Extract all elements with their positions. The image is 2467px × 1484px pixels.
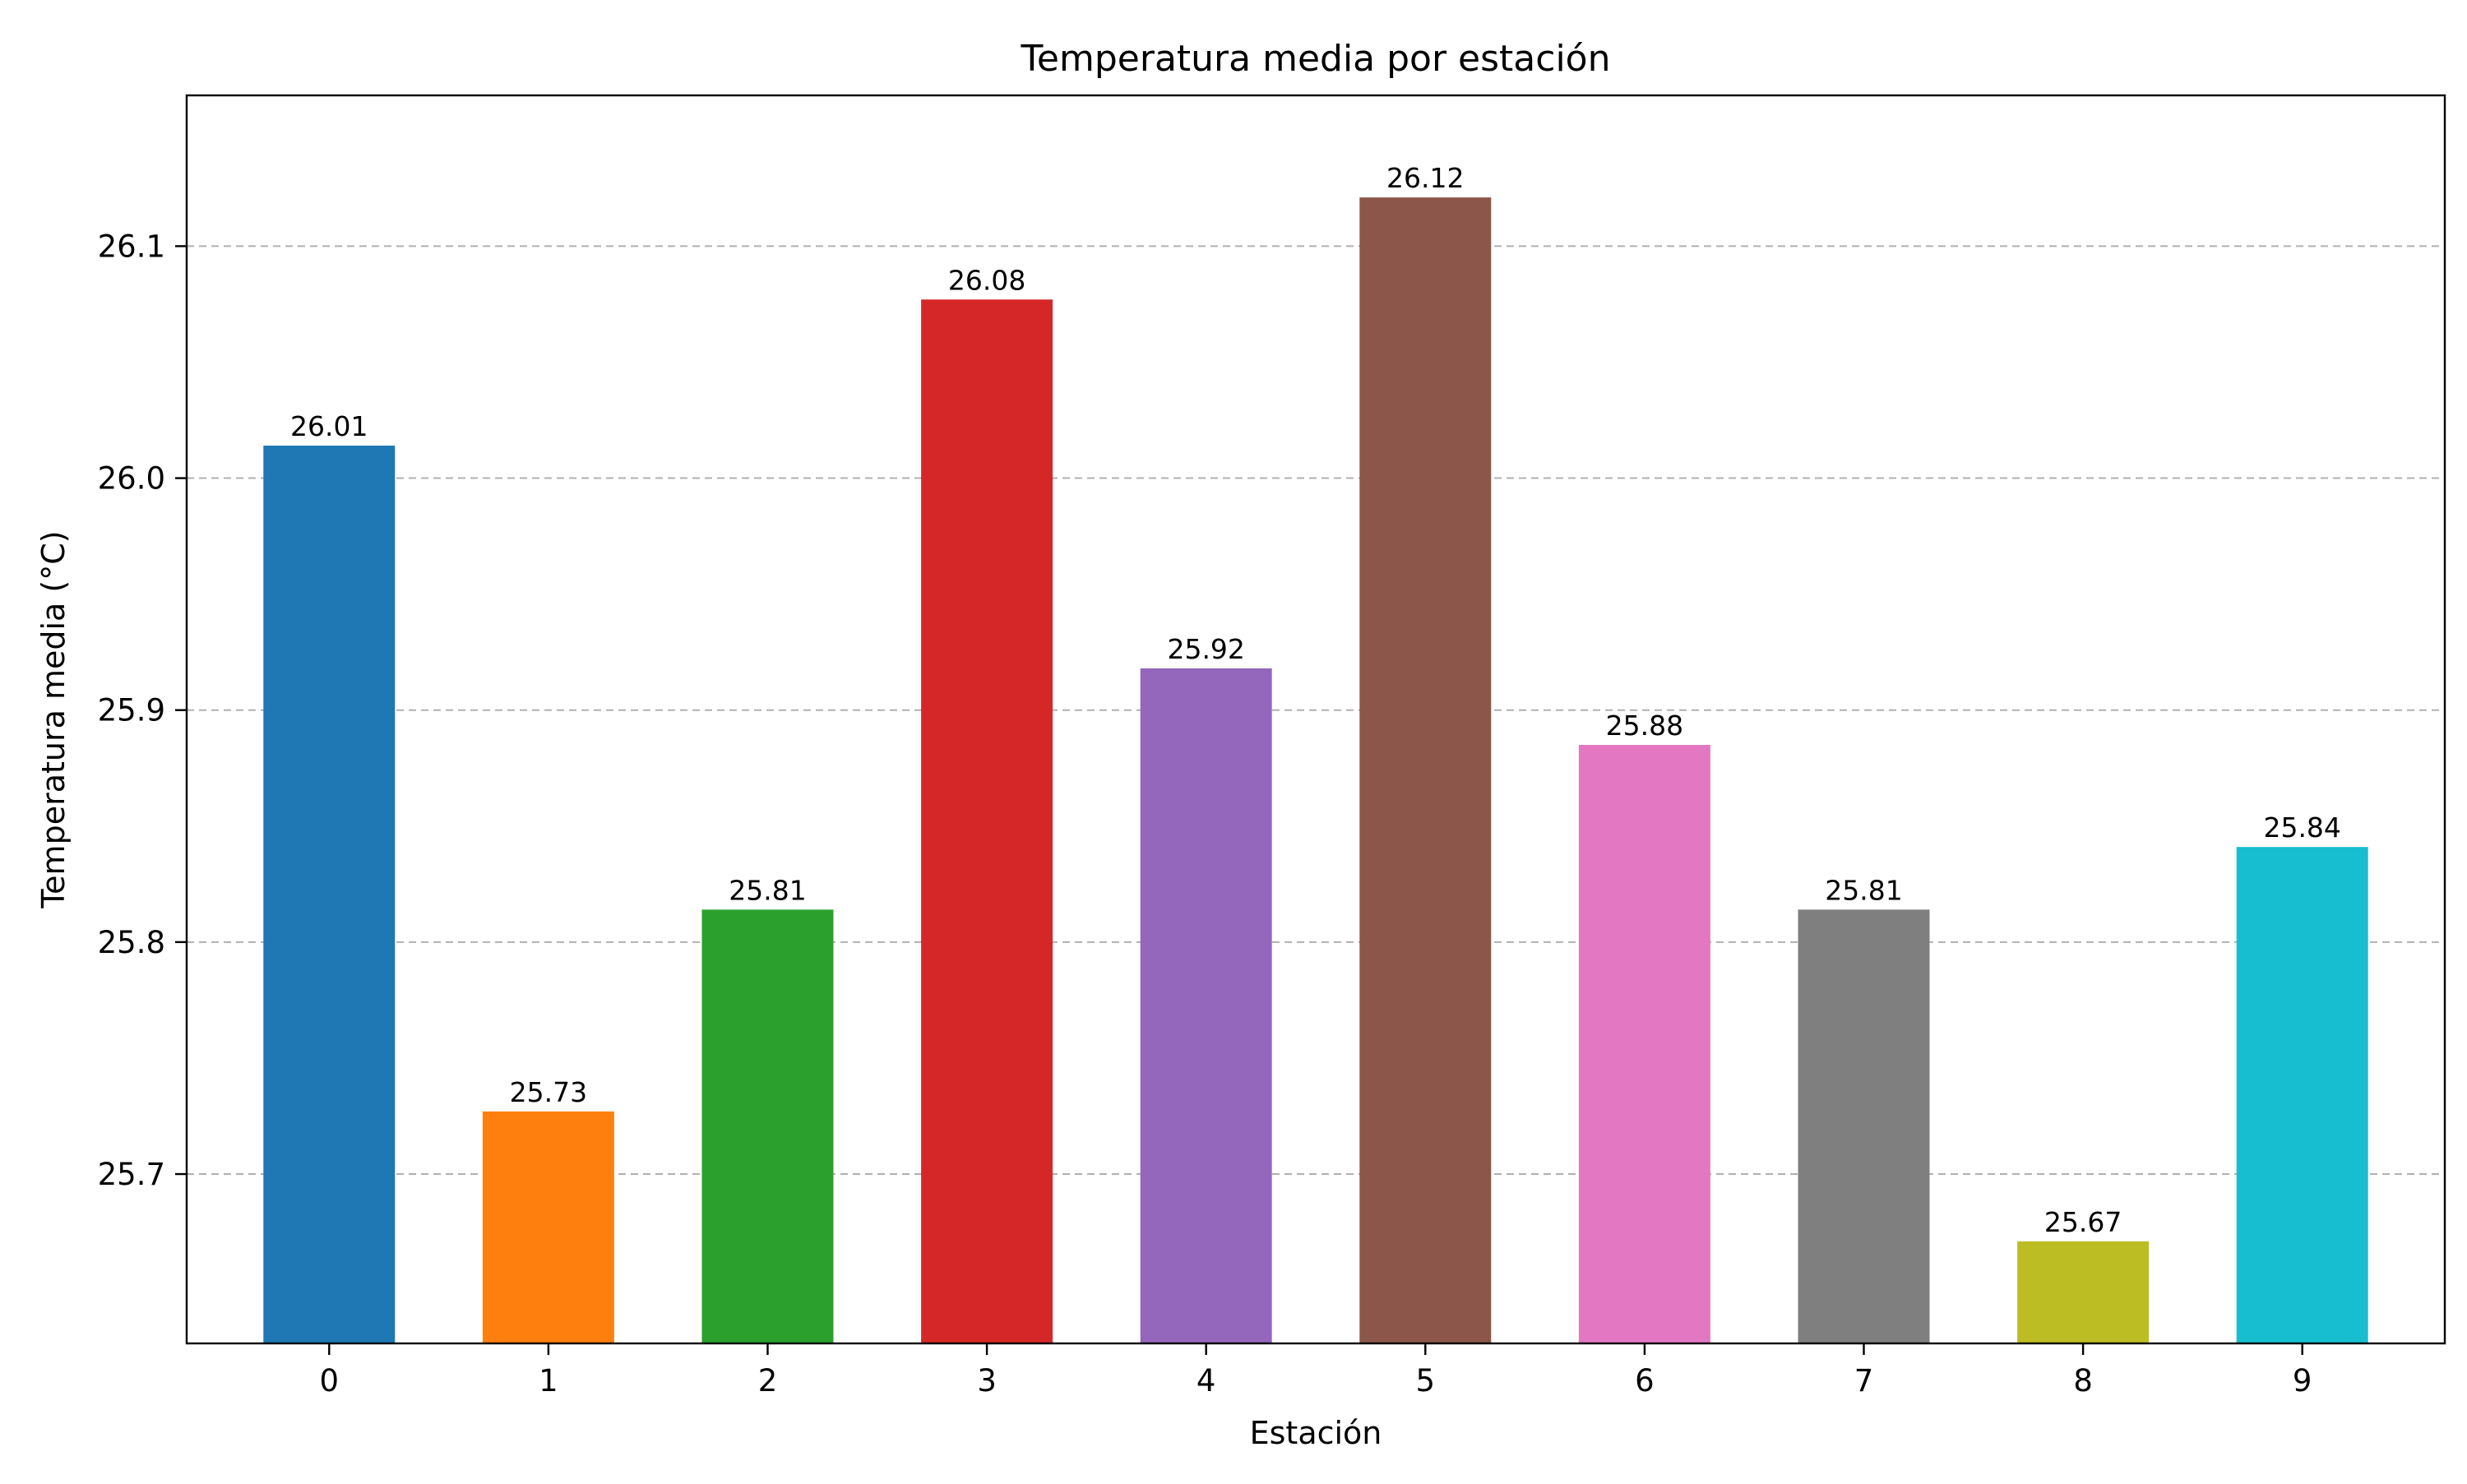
bar-value-labels: 26.01 25.73 25.81 26.08 25.92 26.12 25.88 25.81… — [290, 162, 2341, 1238]
x-tick-label: 4 — [1196, 1363, 1216, 1398]
x-tick-label: 5 — [1416, 1363, 1436, 1398]
x-axis-label: Estación — [1250, 1415, 1382, 1451]
x-axis-ticks: 0 1 2 3 4 5 6 7 8 9 — [320, 1343, 2312, 1398]
bar-station-7 — [1798, 909, 1930, 1343]
y-tick-label: 25.9 — [98, 693, 165, 728]
bar-value-label: 25.84 — [2263, 811, 2340, 844]
bar-station-3 — [921, 299, 1053, 1344]
bar-station-5 — [1359, 197, 1492, 1344]
y-axis-label: Temperatura media (°C) — [35, 530, 72, 908]
bars — [263, 197, 2368, 1344]
bar-station-4 — [1140, 668, 1272, 1343]
chart-title: Temperatura media por estación — [1021, 38, 1611, 80]
bar-value-label: 25.67 — [2044, 1206, 2122, 1238]
bar-value-label: 26.12 — [1386, 162, 1464, 194]
x-tick-label: 8 — [2073, 1363, 2093, 1398]
x-tick-label: 3 — [977, 1363, 997, 1398]
bar-value-label: 25.81 — [729, 874, 806, 906]
bar-value-label: 25.81 — [1825, 874, 1902, 906]
bar-value-label: 26.01 — [290, 410, 368, 442]
y-tick-label: 25.8 — [98, 925, 165, 960]
bar-station-8 — [2017, 1241, 2150, 1343]
x-tick-label: 1 — [539, 1363, 558, 1398]
bar-value-label: 25.88 — [1606, 710, 1683, 742]
x-tick-label: 7 — [1854, 1363, 1874, 1398]
bar-value-label: 26.08 — [948, 264, 1025, 296]
x-tick-label: 2 — [758, 1363, 778, 1398]
y-tick-label: 26.1 — [98, 229, 165, 264]
bar-station-0 — [263, 446, 396, 1343]
bar-station-9 — [2236, 847, 2368, 1343]
plot-frame — [185, 94, 2446, 1345]
x-tick-label: 9 — [2293, 1363, 2312, 1398]
bar-station-6 — [1578, 745, 1710, 1343]
bar-value-label: 25.92 — [1167, 633, 1244, 665]
y-tick-label: 25.7 — [98, 1157, 165, 1192]
y-axis-ticks: 25.7 25.8 25.9 26.0 26.1 — [98, 229, 187, 1192]
y-tick-label: 26.0 — [98, 461, 165, 497]
bar-station-1 — [482, 1111, 614, 1343]
x-tick-label: 0 — [320, 1363, 340, 1398]
x-tick-label: 6 — [1635, 1363, 1655, 1398]
bar-station-2 — [701, 909, 834, 1343]
bar-value-label: 25.73 — [510, 1076, 587, 1108]
